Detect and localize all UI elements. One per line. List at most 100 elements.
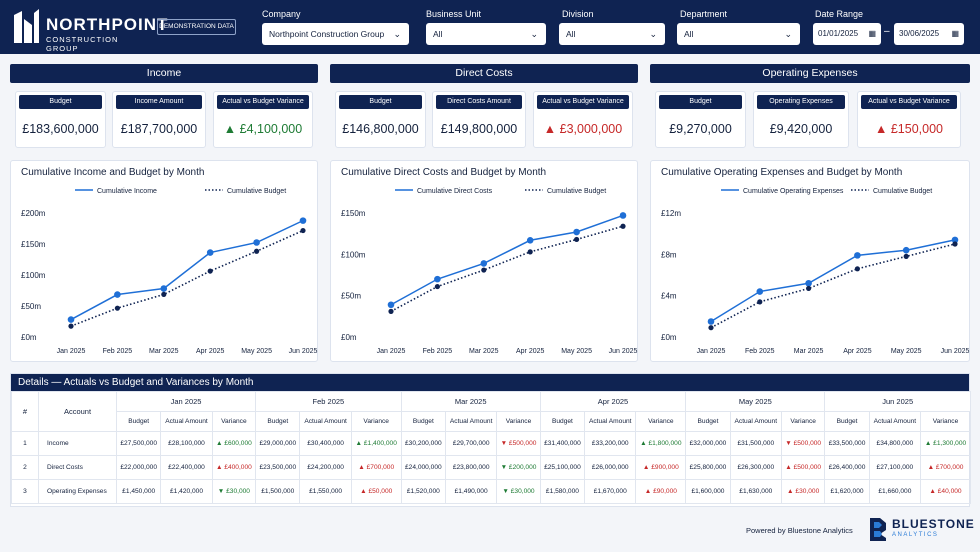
sub-header-row: Budget Actual Amount Variance Budget Actual … xyxy=(12,411,971,432)
x-tick-label: Mar 2025 xyxy=(794,348,824,355)
budget-cell: £1,500,000 xyxy=(255,479,301,504)
x-tick-label: Jan 2025 xyxy=(377,348,406,355)
budget-data-point xyxy=(708,325,714,331)
x-tick-label: Feb 2025 xyxy=(103,348,133,355)
y-tick-label: £50m xyxy=(21,302,41,311)
budget-data-point xyxy=(300,227,306,234)
table-row[interactable]: 1 Income £27,500,000 £28,100,000 ▲ £600,000 £… xyxy=(11,431,971,456)
income-line-chart: Cumulative Income Cumulative Budget £0m £50… xyxy=(21,188,318,355)
section-title: Direct Costs xyxy=(330,64,638,83)
details-title: Details — Actuals vs Budget and Variance… xyxy=(11,374,969,391)
actual-cell: £23,800,000 xyxy=(445,455,498,480)
bluestone-logo-sub: ANALYTICS xyxy=(892,532,939,538)
variance-cell: ▲ £1,800,000 xyxy=(635,431,687,456)
y-tick-label: £4m xyxy=(661,292,677,301)
column-header: Variance xyxy=(211,411,257,432)
brand-sub: CONSTRUCTION GROUP xyxy=(46,35,119,53)
column-header: Actual Amount xyxy=(160,411,213,432)
y-tick-label: £12m xyxy=(661,209,681,218)
column-header: Actual Amount xyxy=(729,411,782,432)
y-tick-label: £0m xyxy=(21,333,37,342)
kpi-card-variance: Actual vs Budget Variance ▲ £3,000,000 xyxy=(533,91,633,148)
budget-data-point xyxy=(434,283,440,290)
northpoint-logo-icon xyxy=(14,9,39,43)
actual-data-point xyxy=(573,228,580,236)
table-row[interactable]: 3 Operating Expenses £1,450,000 £1,420,000 ▼… xyxy=(11,479,971,504)
end-date-value: 30/06/2025 xyxy=(899,29,940,38)
budget-data-point xyxy=(806,285,812,292)
kpi-value: ▲ £4,100,000 xyxy=(223,122,303,136)
budget-cell: £25,100,000 xyxy=(539,455,586,480)
company-filter-label: Company xyxy=(262,9,301,19)
account-cell: Income xyxy=(38,431,117,456)
kpi-label: Budget xyxy=(659,95,742,109)
table-row[interactable]: 2 Direct Costs £22,000,000 £22,400,000 ▲ £40… xyxy=(11,455,971,480)
division-filter-label: Division xyxy=(562,9,594,19)
column-header: Variance xyxy=(920,411,971,432)
variance-cell: ▼ £500,000 xyxy=(496,431,541,456)
budget-data-point xyxy=(388,308,394,314)
column-header: Actual Amount xyxy=(299,411,352,432)
actual-cell: £1,670,000 xyxy=(584,479,637,504)
bluestone-logo: BLUESTONE ANALYTICS xyxy=(868,515,974,543)
budget-cell: £30,200,000 xyxy=(400,431,447,456)
kpi-card-actual: Operating Expenses Amount £9,420,000 xyxy=(753,91,849,148)
variance-cell: ▲ £50,000 xyxy=(350,479,402,504)
kpi-label: Direct Costs Amount xyxy=(436,95,522,109)
actual-data-point xyxy=(387,301,395,309)
budget-cell: £23,500,000 xyxy=(255,455,301,480)
y-tick-label: £8m xyxy=(661,250,677,259)
end-date-field[interactable]: 30/06/2025 ▦ xyxy=(894,23,964,45)
actual-cell: £31,500,000 xyxy=(729,431,782,456)
column-header: Variance xyxy=(635,411,687,432)
actual-cell: £27,100,000 xyxy=(868,455,922,480)
actual-series-line xyxy=(710,239,956,323)
x-tick-label: Mar 2025 xyxy=(149,348,179,355)
actual-cell: £33,200,000 xyxy=(584,431,637,456)
actual-data-point xyxy=(526,236,534,244)
variance-cell: ▲ £400,000 xyxy=(211,455,257,480)
kpi-value: ▲ £3,000,000 xyxy=(543,122,623,136)
column-header: Actual Amount xyxy=(445,411,498,432)
budget-cell: £1,620,000 xyxy=(824,479,870,504)
kpi-value: £9,270,000 xyxy=(669,122,732,136)
section-title: Income xyxy=(10,64,318,83)
budget-data-point xyxy=(161,291,167,298)
income-section: Income Budget £183,600,000 Income Amount… xyxy=(10,64,318,362)
company-filter[interactable]: Northpoint Construction Group ⌄ xyxy=(262,23,409,45)
x-tick-label: Apr 2025 xyxy=(196,348,225,355)
kpi-value: £187,700,000 xyxy=(120,122,198,136)
actual-cell: £1,420,000 xyxy=(160,479,213,504)
bluestone-logo-icon xyxy=(870,518,886,541)
budget-data-point xyxy=(757,299,763,305)
variance-cell: ▼ £30,000 xyxy=(496,479,541,504)
row-number: 3 xyxy=(11,479,39,504)
budget-cell: £29,000,000 xyxy=(255,431,301,456)
actual-cell: £24,200,000 xyxy=(299,455,352,480)
actual-cell: £30,400,000 xyxy=(299,431,352,456)
month-header: Jan 2025 xyxy=(115,391,257,412)
month-header: Mar 2025 xyxy=(400,391,541,412)
variance-cell: ▲ £900,000 xyxy=(635,455,687,480)
department-filter[interactable]: All ⌄ xyxy=(677,23,800,45)
department-filter-value: All xyxy=(684,29,694,39)
budget-cell: £22,000,000 xyxy=(115,455,162,480)
business-unit-filter[interactable]: All ⌄ xyxy=(426,23,546,45)
actual-series-line xyxy=(70,219,304,321)
start-date-value: 01/01/2025 xyxy=(818,29,859,38)
actual-cell: £26,300,000 xyxy=(729,455,782,480)
actual-data-point xyxy=(707,318,715,325)
x-tick-label: May 2025 xyxy=(561,348,592,355)
variance-cell: ▼ £500,000 xyxy=(780,431,826,456)
column-header: Actual Amount xyxy=(868,411,922,432)
legend-label: Cumulative Direct Costs xyxy=(417,188,493,195)
actual-data-point xyxy=(902,246,910,254)
kpi-label: Budget xyxy=(339,95,422,109)
division-filter[interactable]: All ⌄ xyxy=(559,23,665,45)
start-date-field[interactable]: 01/01/2025 ▦ xyxy=(813,23,881,45)
kpi-card-variance: Actual vs Budget Variance ▲ £150,000 xyxy=(857,91,961,148)
business-unit-filter-label: Business Unit xyxy=(426,9,482,19)
top-bar: NORTHPOINT CONSTRUCTION GROUP DEMONSTRAT… xyxy=(0,0,980,54)
kpi-card-budget: Budget £146,800,000 xyxy=(335,91,426,148)
legend-label: Cumulative Income xyxy=(97,188,157,195)
